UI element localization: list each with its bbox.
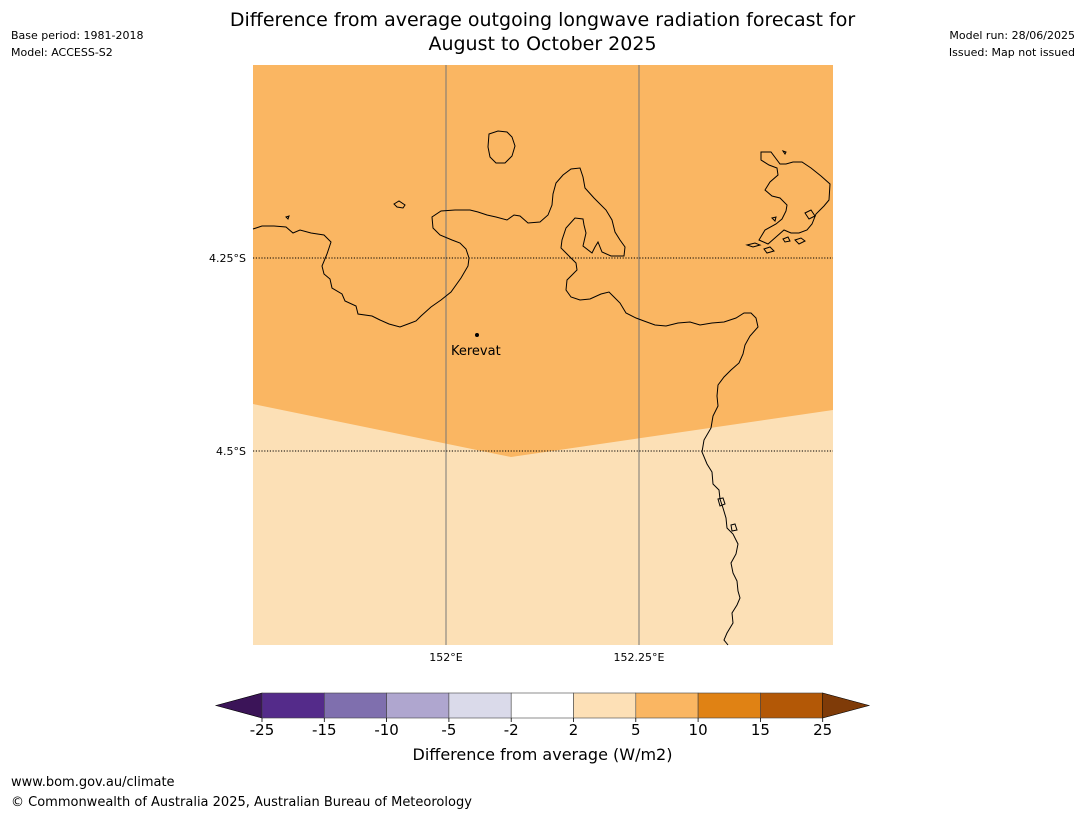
town-label: Kerevat [451,344,501,359]
colorbar-tick-label: -25 [250,721,275,739]
islet-east-7 [781,150,787,155]
islet-river-2 [730,523,738,532]
islet-east-3 [763,246,775,254]
lon-label-152-25: 152.25°E [614,651,665,664]
base-period: Base period: 1981-2018 [11,29,144,42]
colorbar-segment [697,692,761,719]
islet-east-4 [794,237,806,245]
town-marker [475,333,479,337]
islet-east-2 [745,242,762,248]
colorbar-segment [760,692,824,719]
footer-url: www.bom.gov.au/climate [11,775,175,790]
colorbar-tick-label: 10 [689,721,708,739]
colorbar-segment [635,692,699,719]
model-info: Base period: 1981-2018 Model: ACCESS-S2 [11,27,143,61]
colorbar-tick-label: -5 [441,721,456,739]
colorbar: -25 -15 -10 -5 -2 2 5 10 15 25 [214,692,871,739]
lat-label-4-5: 4.5°S [216,445,246,458]
colorbar-segment [573,692,637,719]
colorbar-tick-label: 25 [813,721,832,739]
islet-east-5 [782,236,791,243]
coastline [252,130,831,646]
colorbar-tick-label: 2 [569,721,579,739]
colorbar-tick-label: 15 [751,721,770,739]
colorbar-segment [510,692,574,719]
islet-east-6 [771,216,777,222]
islet-tiny [285,215,290,220]
issued-status: Issued: Map not issued [948,46,1075,59]
island-north [487,130,516,164]
title-line-2: August to October 2025 [428,33,657,55]
model-name: Model: ACCESS-S2 [11,46,113,59]
map-title: Difference from average outgoing longwav… [0,8,1085,56]
colorbar-segment [261,692,325,719]
lon-label-152: 152°E [429,651,462,664]
colorbar-title: Difference from average (W/m2) [412,745,673,764]
colorbar-tick-label: 5 [631,721,641,739]
colorbar-tick-label: -10 [374,721,399,739]
colorbar-segment [386,692,450,719]
islet-river-1 [717,497,726,507]
anomaly-region-lower [253,404,833,645]
colorbar-segment [323,692,387,719]
colorbar-extend-high [822,692,871,719]
island-east [758,151,831,245]
coastline-main [252,167,759,646]
lat-label-4-25: 4.25°S [209,252,246,265]
colorbar-tick-label: -2 [504,721,519,739]
colorbar-segment [448,692,512,719]
islet-east-1 [804,209,816,220]
footer-copyright: © Commonwealth of Australia 2025, Austra… [11,795,472,810]
colorbar-extend-low [214,692,263,719]
run-info: Model run: 28/06/2025 Issued: Map not is… [949,27,1075,61]
title-line-1: Difference from average outgoing longwav… [229,9,856,31]
islet-small [393,200,406,209]
model-run: Model run: 28/06/2025 [949,29,1075,42]
colorbar-tick-label: -15 [312,721,337,739]
